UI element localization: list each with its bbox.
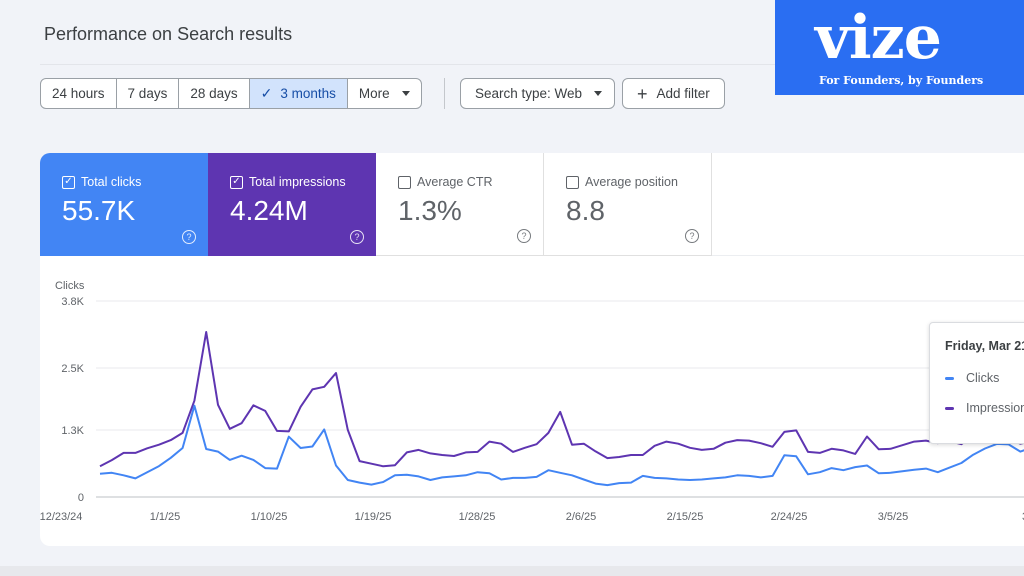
help-icon[interactable]: ? <box>517 229 531 243</box>
help-icon[interactable]: ? <box>685 229 699 243</box>
metric-total-clicks[interactable]: ✓ Total clicks 55.7K ? <box>40 153 208 256</box>
x-tick-label: 3/5/25 <box>878 511 909 523</box>
x-tick-label: 2/15/25 <box>667 511 704 523</box>
range-label: 7 days <box>127 86 168 101</box>
brand-tagline: For Founders, by Founders <box>819 74 984 87</box>
metric-average-position[interactable]: Average position 8.8 ? <box>544 153 712 256</box>
help-icon[interactable]: ? <box>182 230 196 244</box>
tooltip-date: Friday, Mar 21 <box>945 339 1024 353</box>
x-tick-label: 1/10/25 <box>251 511 288 523</box>
search-type-dropdown[interactable]: Search type: Web <box>460 78 615 109</box>
y-tick-label: 1.3K <box>61 425 84 437</box>
x-tick-label: 2/6/25 <box>566 511 597 523</box>
checkbox-icon[interactable] <box>398 175 411 189</box>
plus-icon: + <box>637 83 648 104</box>
check-icon: ✓ <box>260 85 273 101</box>
checkbox-icon[interactable] <box>566 175 579 189</box>
metrics-divider <box>712 255 1024 256</box>
performance-chart[interactable]: Clicks 0 1.3K 2.5K 3.8K 12/23/24 1/1/25 1/10/25… <box>40 153 1024 546</box>
x-tick-label: 1/19/25 <box>355 511 392 523</box>
range-more-dropdown[interactable]: More <box>348 79 421 108</box>
range-7-days-button[interactable]: 7 days <box>117 79 180 108</box>
x-tick-label: 1/28/25 <box>459 511 496 523</box>
legend-swatch <box>945 406 954 410</box>
checkbox-icon[interactable]: ✓ <box>230 175 243 189</box>
y-tick-label: 3.8K <box>61 296 84 308</box>
metric-value: 8.8 <box>566 195 605 226</box>
chart-tooltip: Friday, Mar 21 Clicks Impressions <box>929 322 1024 444</box>
metric-total-impressions[interactable]: ✓ Total impressions 4.24M ? <box>208 153 376 256</box>
caret-down-icon <box>594 91 603 96</box>
search-type-label: Search type: Web <box>475 86 583 101</box>
range-3-months-button[interactable]: ✓ 3 months <box>249 79 348 108</box>
metric-label: Average CTR <box>417 175 493 189</box>
tooltip-row-clicks: Clicks <box>945 371 1024 385</box>
x-tick-label: 3 <box>1022 511 1024 523</box>
metric-label: Total clicks <box>81 175 142 189</box>
x-tick-label: 1/1/25 <box>150 511 181 523</box>
caret-down-icon <box>401 91 410 96</box>
range-24-hours-button[interactable]: 24 hours <box>41 79 117 108</box>
brand-name: vize <box>815 3 942 73</box>
impressions-series-line <box>99 331 1024 468</box>
y-tick-label: 2.5K <box>61 363 84 375</box>
checkbox-icon[interactable]: ✓ <box>62 175 75 189</box>
y-tick-label: 0 <box>78 492 84 504</box>
metric-label: Total impressions <box>249 175 346 189</box>
tooltip-row-impressions: Impressions <box>945 401 1024 415</box>
range-label: 24 hours <box>52 86 105 101</box>
range-28-days-button[interactable]: 28 days <box>179 79 250 108</box>
metric-value: 4.24M <box>230 195 308 226</box>
performance-card: ✓ Total clicks 55.7K ? ✓ Total impressions… <box>40 153 1024 546</box>
clicks-series-line <box>99 404 1024 487</box>
x-tick-label: 12/23/24 <box>40 511 82 523</box>
metric-label: Average position <box>585 175 678 189</box>
add-filter-button[interactable]: + Add filter <box>622 78 725 109</box>
metric-value: 55.7K <box>62 195 136 226</box>
x-tick-label: 2/24/25 <box>771 511 808 523</box>
range-label: More <box>358 86 390 101</box>
legend-swatch <box>945 376 954 380</box>
help-icon[interactable]: ? <box>350 230 364 244</box>
add-filter-label: Add filter <box>656 86 710 101</box>
page-title: Performance on Search results <box>44 24 293 44</box>
brand-logo: vize For Founders, by Founders <box>775 0 1024 95</box>
metric-average-ctr[interactable]: Average CTR 1.3% ? <box>376 153 544 256</box>
title-divider <box>40 64 780 65</box>
date-range-selector: 24 hours 7 days 28 days ✓ 3 months More <box>40 78 422 109</box>
tooltip-label: Impressions <box>966 401 1024 415</box>
y-axis-title: Clicks <box>55 280 85 292</box>
filter-divider <box>444 78 445 109</box>
metric-value: 1.3% <box>398 195 462 226</box>
bottom-strip <box>0 566 1024 576</box>
range-label: 28 days <box>190 86 238 101</box>
tooltip-label: Clicks <box>966 371 1000 385</box>
range-label: 3 months <box>280 86 336 101</box>
